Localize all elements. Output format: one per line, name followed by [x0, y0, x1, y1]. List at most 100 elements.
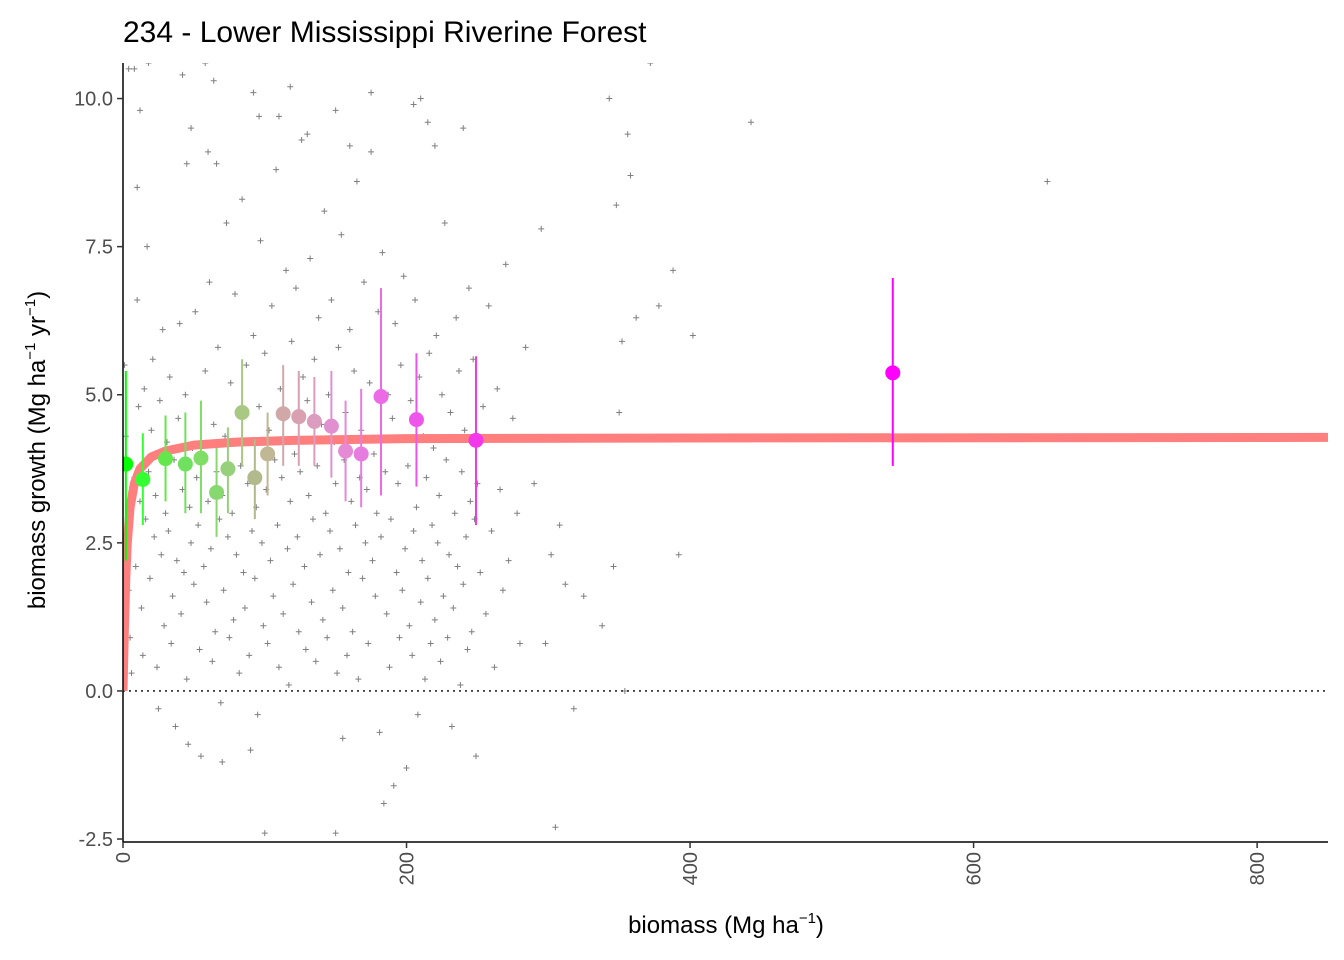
x-axis-title-sup: −1	[799, 910, 816, 927]
raw-point-71	[223, 219, 230, 226]
raw-point-158	[346, 326, 353, 333]
raw-point-157	[345, 569, 352, 576]
raw-point-69	[220, 587, 227, 594]
raw-point-151	[336, 545, 343, 552]
raw-point-102	[267, 557, 274, 564]
raw-point-130	[307, 255, 314, 262]
bin-mean-point-19	[885, 365, 901, 381]
raw-point-95	[257, 237, 264, 244]
raw-point-85	[243, 362, 250, 369]
bin-mean-point-8	[247, 470, 263, 486]
raw-point-305	[287, 83, 294, 90]
raw-point-186	[386, 664, 393, 671]
raw-point-137	[317, 551, 324, 558]
raw-point-262	[516, 640, 523, 647]
raw-point-228	[446, 551, 453, 558]
raw-point-20	[151, 533, 158, 540]
bin-mean-point-5	[209, 484, 225, 500]
raw-point-11	[138, 605, 145, 612]
raw-point-198	[403, 764, 410, 771]
raw-point-257	[499, 587, 506, 594]
raw-point-25	[158, 551, 165, 558]
raw-point-191	[393, 569, 400, 576]
raw-point-120	[292, 285, 299, 292]
raw-point-233	[453, 314, 460, 321]
raw-point-58	[205, 498, 212, 505]
raw-point-82	[239, 196, 246, 203]
raw-point-287	[689, 332, 696, 339]
y-axis-title-c: )	[24, 291, 51, 299]
raw-point-240	[463, 533, 470, 540]
raw-point-237	[458, 468, 465, 475]
raw-point-298	[202, 63, 209, 66]
y-axis-title-b: yr	[24, 316, 51, 343]
raw-point-243	[467, 498, 474, 505]
raw-point-96	[258, 539, 265, 546]
raw-point-19	[149, 356, 156, 363]
raw-point-307	[332, 107, 339, 114]
raw-point-306	[304, 131, 311, 138]
raw-point-172	[366, 379, 373, 386]
raw-point-162	[352, 522, 359, 529]
raw-point-269	[556, 522, 563, 529]
raw-point-299	[205, 148, 212, 155]
bin-mean-point-3	[177, 456, 193, 472]
raw-point-98	[261, 350, 268, 357]
y-tick-label-4: 7.5	[85, 237, 113, 259]
raw-point-83	[240, 569, 247, 576]
raw-point-37	[175, 415, 182, 422]
raw-point-74	[227, 379, 234, 386]
bin-mean-point-10	[275, 406, 291, 422]
raw-point-123	[297, 468, 304, 475]
raw-point-46	[188, 539, 195, 546]
raw-point-282	[633, 314, 640, 321]
raw-point-286	[675, 551, 682, 558]
raw-point-264	[531, 480, 538, 487]
raw-point-31	[166, 373, 173, 380]
raw-point-250	[480, 403, 487, 410]
raw-point-192	[395, 480, 402, 487]
raw-point-302	[250, 89, 257, 96]
raw-point-239	[461, 427, 468, 434]
raw-point-263	[522, 344, 529, 351]
raw-point-60	[207, 545, 214, 552]
raw-point-89	[249, 527, 256, 534]
bin-mean-point-7	[234, 405, 250, 421]
raw-point-292	[134, 184, 141, 191]
raw-point-121	[294, 533, 301, 540]
raw-point-45	[186, 504, 193, 511]
raw-point-57	[203, 599, 210, 606]
raw-point-318	[332, 830, 339, 837]
raw-point-50	[193, 474, 200, 481]
y-tick-label-5: 10.0	[74, 89, 113, 111]
raw-point-221	[436, 492, 443, 499]
raw-point-0	[123, 362, 128, 369]
raw-point-145	[328, 296, 335, 303]
raw-point-103	[268, 302, 275, 309]
raw-point-187	[387, 516, 394, 523]
raw-point-303	[256, 113, 263, 120]
raw-point-156	[343, 652, 350, 659]
raw-point-242	[465, 285, 472, 292]
raw-point-206	[414, 711, 421, 718]
raw-point-153	[339, 605, 346, 612]
raw-point-252	[485, 302, 492, 309]
raw-point-256	[497, 486, 504, 493]
raw-point-28	[162, 510, 169, 517]
raw-point-182	[380, 800, 387, 807]
raw-point-177	[373, 510, 380, 517]
raw-point-127	[302, 646, 309, 653]
bin-mean-point-12	[306, 413, 322, 429]
raw-point-161	[351, 368, 358, 375]
raw-point-81	[237, 462, 244, 469]
raw-point-297	[188, 125, 195, 132]
raw-point-230	[448, 723, 455, 730]
raw-point-255	[494, 385, 501, 392]
raw-point-217	[430, 445, 437, 452]
bin-mean-point-4	[193, 450, 209, 466]
raw-point-180	[378, 533, 385, 540]
raw-point-22	[154, 664, 161, 671]
raw-point-141	[322, 510, 329, 517]
raw-point-110	[278, 474, 285, 481]
raw-point-128	[304, 397, 311, 404]
